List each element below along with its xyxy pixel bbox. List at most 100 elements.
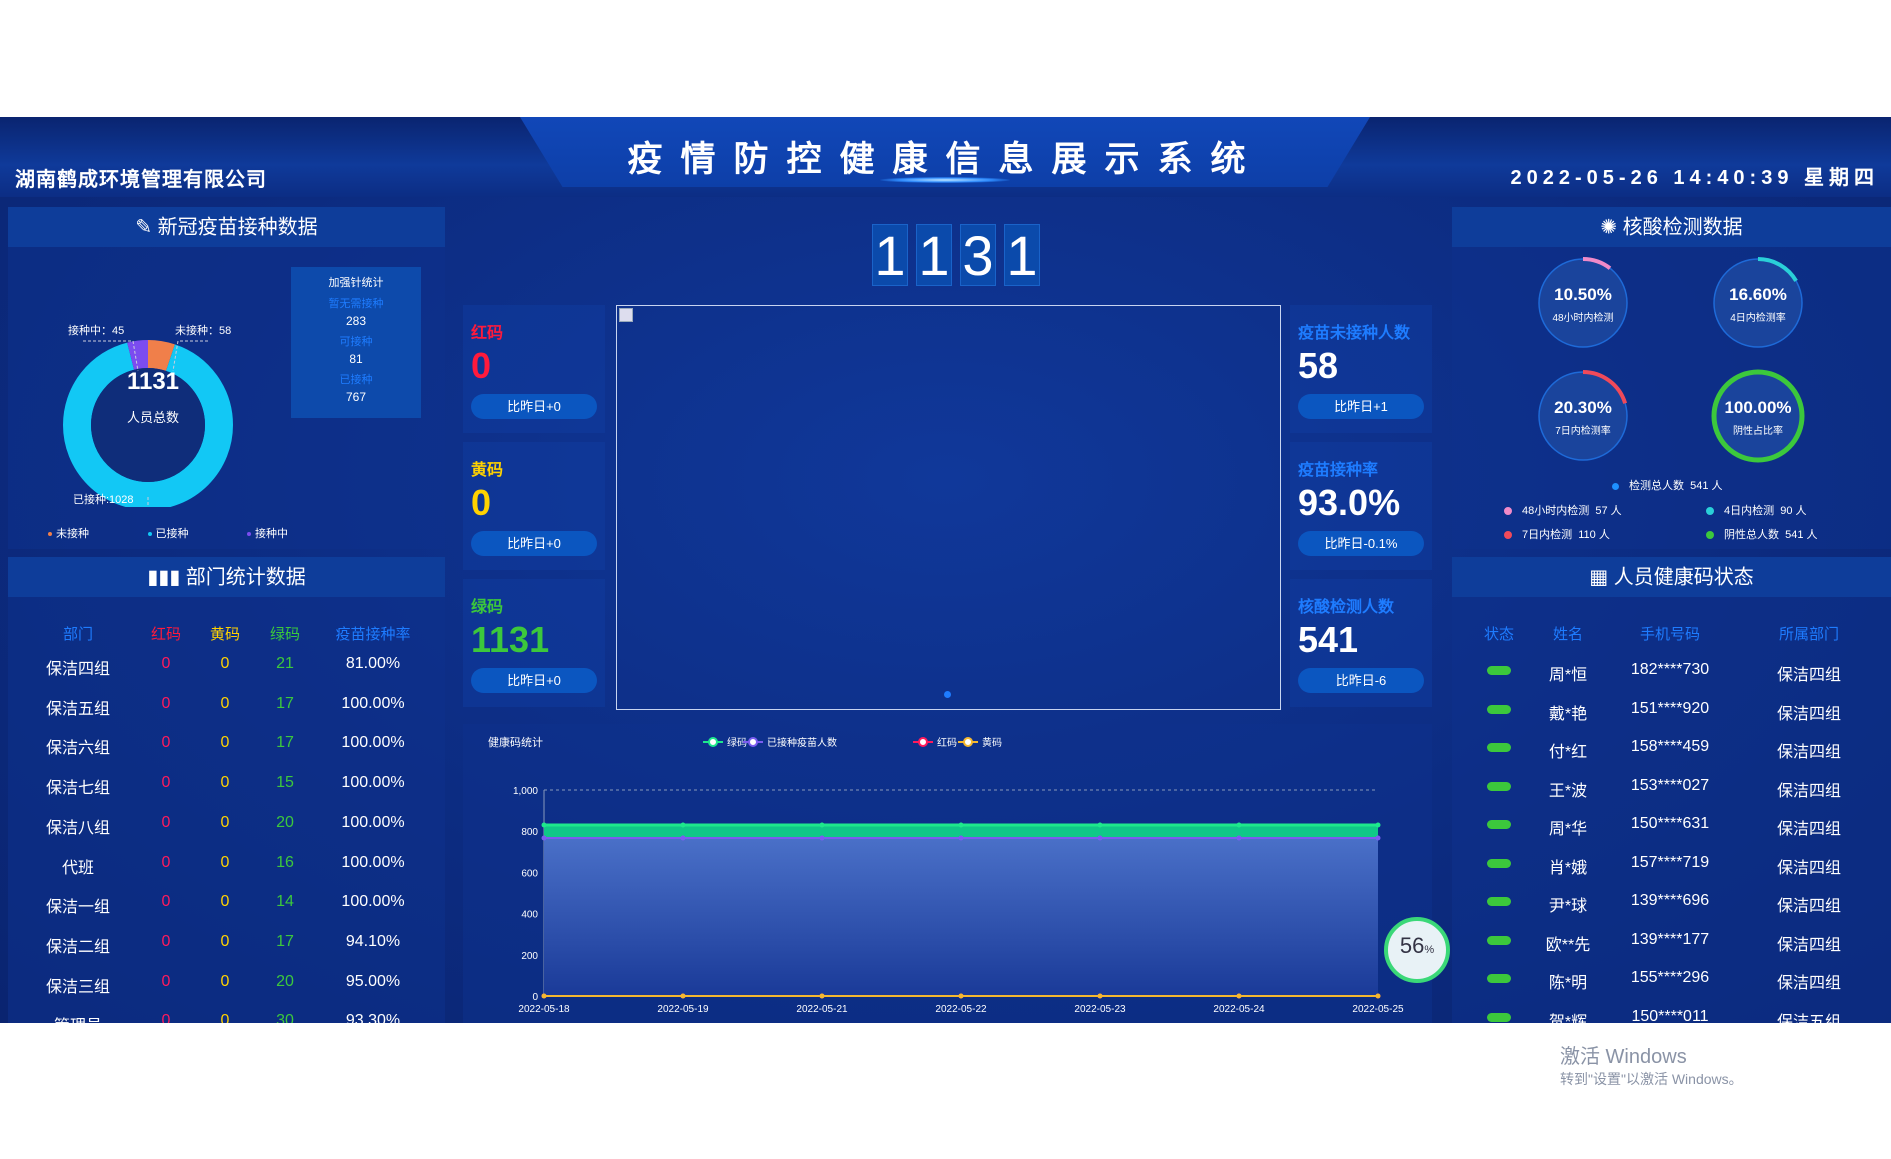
gauge: 10.50% 48小时内检测 [1533, 253, 1633, 353]
data-point[interactable] [1097, 835, 1103, 841]
table-cell: 100.00% [341, 813, 405, 831]
dept-panel: ▮▮▮ 部门统计数据 部门 红码 黄码 绿码 疫苗接种率 保洁四组 0 0 21 81.00% 保洁… [8, 557, 445, 1023]
health-code-area-chart: 健康码统计 绿码 已接种疫苗人数 红码 黄码 0 200 400 600 800 1,000 2022… [488, 735, 1404, 1015]
table-cell: 保洁七组 [45, 780, 111, 798]
gauge-ring [1537, 257, 1629, 349]
booster-item: 已接种 767 [291, 371, 421, 404]
data-point[interactable] [958, 822, 964, 828]
panel-title: 部门统计数据 [185, 566, 306, 589]
card-label: 绿码 [471, 599, 504, 616]
x-tick-label: 2022-05-22 [935, 1004, 987, 1015]
table-cell: 94.10% [345, 932, 401, 950]
data-point[interactable] [1375, 993, 1381, 999]
x-tick-label: 2022-05-21 [796, 1004, 848, 1015]
data-point[interactable] [541, 993, 547, 999]
table-cell: 保洁四组 [1776, 936, 1842, 954]
legend-item[interactable]: 接种中 [247, 525, 288, 541]
legend-item[interactable]: 已接种疫苗人数 [743, 736, 837, 749]
carousel-dot[interactable] [944, 691, 951, 698]
data-point[interactable] [958, 835, 964, 841]
leader-line [172, 340, 208, 372]
qr-code-icon: ▦ [1589, 566, 1614, 589]
image-carousel[interactable] [616, 305, 1281, 710]
counter-digit: 1 [1004, 224, 1040, 287]
data-point[interactable] [819, 835, 825, 841]
data-point[interactable] [819, 822, 825, 828]
legend-item[interactable]: 未接种 [48, 525, 89, 541]
data-point[interactable] [1375, 822, 1381, 828]
legend-value: 90 人 [1780, 505, 1807, 517]
booster-value: 767 [345, 390, 367, 404]
gauge-label: 7日内检测率 [1555, 426, 1611, 437]
table-cell: 139****177 [1630, 930, 1710, 948]
data-point[interactable] [680, 835, 686, 841]
booster-value: 81 [349, 352, 363, 366]
data-point[interactable] [680, 822, 686, 828]
legend-label: 红码 [937, 736, 957, 749]
label-not-vaccinated: 未接种：58 [175, 325, 232, 337]
table-cell: 保洁四组 [1776, 821, 1842, 838]
column-header[interactable]: 状态 [1483, 626, 1515, 643]
column-header[interactable]: 红码 [150, 626, 182, 643]
data-point[interactable] [819, 993, 825, 999]
table-cell: 0 [161, 655, 171, 672]
legend-item[interactable]: 黄码 [958, 736, 1002, 749]
column-header[interactable]: 手机号码 [1639, 626, 1701, 643]
legend-value: 57 人 [1595, 505, 1622, 517]
data-point[interactable] [1236, 993, 1242, 999]
legend-item[interactable]: 已接种 [147, 525, 189, 541]
table-cell: 0 [161, 694, 171, 712]
x-tick-label: 2022-05-25 [1352, 1004, 1404, 1015]
gauge-arc [1537, 370, 1629, 462]
legend-item[interactable]: 红码 [913, 736, 957, 749]
table-cell: 30 [276, 1012, 294, 1023]
green-code-status [1487, 820, 1511, 829]
data-point[interactable] [1375, 835, 1381, 841]
table-cell: 20 [276, 813, 294, 831]
series-area-vaccinated [544, 837, 1378, 996]
legend-item: 阴性总人数 541 人 [1706, 526, 1818, 542]
data-point[interactable] [541, 835, 547, 841]
data-point[interactable] [1236, 822, 1242, 828]
column-header[interactable]: 部门 [62, 626, 94, 643]
table-cell: 保洁四组 [1776, 744, 1842, 761]
table-cell: 17 [276, 932, 294, 950]
card-compare: 比昨日-6 [1298, 668, 1424, 693]
data-point[interactable] [541, 822, 547, 828]
table-cell: 17 [276, 694, 294, 712]
stat-card: 疫苗未接种人数 58 比昨日+1 [1290, 305, 1432, 433]
table-cell: 0 [220, 734, 230, 752]
dashboard: 疫情防控健康信息展示系统 湖南鹤成环境管理有限公司 2022-05-26 14:… [0, 117, 1891, 1023]
donut-segment-2[interactable] [63, 340, 233, 507]
datetime: 2022-05-26 14:40:39 星期四 [1510, 167, 1879, 189]
card-label: 疫苗接种率 [1298, 462, 1379, 479]
panel-header: ✎ 新冠疫苗接种数据 [8, 207, 445, 247]
chart-title: 健康码统计 [488, 735, 543, 749]
column-header[interactable]: 疫苗接种率 [335, 626, 411, 643]
stat-card: 黄码 0 比昨日+0 [463, 442, 605, 570]
table-cell: 保洁四组 [1776, 975, 1842, 992]
data-point[interactable] [1097, 822, 1103, 828]
green-code-status [1487, 1012, 1511, 1022]
data-point[interactable] [680, 993, 686, 999]
gauge-ring [1712, 257, 1804, 349]
column-header[interactable]: 绿码 [269, 626, 301, 643]
column-header[interactable]: 姓名 [1552, 626, 1584, 643]
card-value: 541 [1298, 619, 1359, 660]
table-cell: 保洁四组 [1776, 898, 1842, 915]
legend-item: 48小时内检测 57 人 [1504, 502, 1622, 518]
table-cell: 21 [276, 655, 294, 672]
series-area-green [544, 825, 1378, 838]
legend-item[interactable]: 绿码 [703, 736, 747, 749]
column-header[interactable]: 黄码 [209, 626, 241, 643]
header-glow [880, 177, 1010, 183]
data-point[interactable] [1097, 993, 1103, 999]
donut-segment-1[interactable] [63, 340, 233, 507]
stat-card: 绿码 1131 比昨日+0 [463, 579, 605, 707]
legend-label: 48小时内检测 [1522, 505, 1590, 517]
data-point[interactable] [1236, 835, 1242, 841]
data-point[interactable] [958, 993, 964, 999]
green-code-status [1487, 974, 1511, 983]
column-header[interactable]: 所属部门 [1778, 626, 1840, 643]
